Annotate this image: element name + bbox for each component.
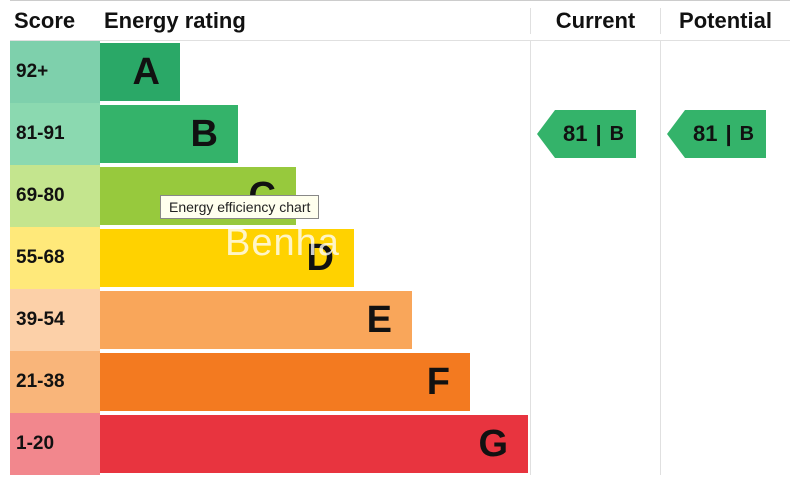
score-cell: 81-91 xyxy=(10,103,100,165)
potential-cell xyxy=(660,351,790,413)
potential-badge: 81 | B xyxy=(685,110,766,158)
potential-letter: B xyxy=(740,123,754,146)
band-row-f: 21-38 F xyxy=(10,351,790,413)
potential-cell xyxy=(660,289,790,351)
band-row-e: 39-54 E xyxy=(10,289,790,351)
score-cell: 69-80 xyxy=(10,165,100,227)
rating-letter: G xyxy=(478,423,508,466)
bar-area: F xyxy=(100,351,530,413)
rating-letter: E xyxy=(367,299,392,342)
rating-letter: B xyxy=(191,113,218,156)
bar-area: G xyxy=(100,413,530,475)
rating-bar-g: G xyxy=(100,415,528,473)
rating-letter: A xyxy=(133,51,160,94)
rating-letter: D xyxy=(307,237,334,280)
rating-letter: F xyxy=(427,361,450,404)
band-row-a: 92+ A xyxy=(10,41,790,103)
potential-value: 81 xyxy=(693,121,717,147)
chart-rows: 92+ A 81-91 B 81 | B 81 | B 69-80C55-68 D 39-54 E 21-3… xyxy=(10,41,790,475)
current-value: 81 xyxy=(563,121,587,147)
bar-area: A xyxy=(100,41,530,103)
tooltip-text: Energy efficiency chart xyxy=(169,199,310,215)
band-row-g: 1-20 G xyxy=(10,413,790,475)
energy-rating-chart: Score Energy rating Current Potential 92… xyxy=(10,0,790,475)
potential-cell xyxy=(660,227,790,289)
header-current: Current xyxy=(530,8,660,34)
band-row-b: 81-91 B 81 | B 81 | B xyxy=(10,103,790,165)
current-cell xyxy=(530,41,660,103)
potential-cell xyxy=(660,413,790,475)
score-cell: 55-68 xyxy=(10,227,100,289)
header-score: Score xyxy=(10,8,100,34)
potential-cell: 81 | B xyxy=(660,103,790,165)
score-cell: 39-54 xyxy=(10,289,100,351)
header-rating: Energy rating xyxy=(100,8,530,34)
separator: | xyxy=(725,121,731,147)
potential-cell xyxy=(660,165,790,227)
current-badge: 81 | B xyxy=(555,110,636,158)
score-cell: 1-20 xyxy=(10,413,100,475)
score-cell: 21-38 xyxy=(10,351,100,413)
arrow-left-icon xyxy=(667,110,685,158)
rating-bar-f: F xyxy=(100,353,470,411)
current-cell xyxy=(530,289,660,351)
bar-area: B xyxy=(100,103,530,165)
arrow-left-icon xyxy=(537,110,555,158)
rating-bar-d: D xyxy=(100,229,354,287)
rating-bar-a: A xyxy=(100,43,180,101)
current-cell: 81 | B xyxy=(530,103,660,165)
potential-cell xyxy=(660,41,790,103)
current-cell xyxy=(530,165,660,227)
rating-bar-b: B xyxy=(100,105,238,163)
header-potential: Potential xyxy=(660,8,790,34)
current-cell xyxy=(530,351,660,413)
current-cell xyxy=(530,413,660,475)
header-row: Score Energy rating Current Potential xyxy=(10,1,790,41)
rating-bar-e: E xyxy=(100,291,412,349)
current-cell xyxy=(530,227,660,289)
bar-area: D xyxy=(100,227,530,289)
current-letter: B xyxy=(610,123,624,146)
separator: | xyxy=(595,121,601,147)
band-row-d: 55-68 D xyxy=(10,227,790,289)
tooltip: Energy efficiency chart xyxy=(160,195,319,219)
score-cell: 92+ xyxy=(10,41,100,103)
bar-area: E xyxy=(100,289,530,351)
band-row-c: 69-80C xyxy=(10,165,790,227)
